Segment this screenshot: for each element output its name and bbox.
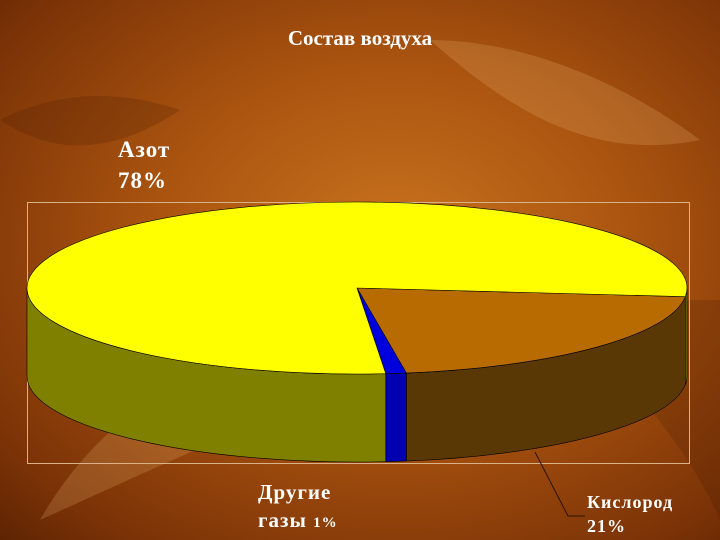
slice-other-gases-side: [385, 372, 407, 462]
other-gases-line2: газы 1%: [258, 506, 338, 534]
oxygen-leader-line: [534, 451, 585, 517]
slice-nitrogen-side: [685, 287, 688, 385]
slice-nitrogen-top: [26, 201, 688, 375]
other-gases-name-line2: газы: [258, 508, 307, 533]
slice-label-oxygen: Кислород 21%: [587, 490, 673, 539]
nitrogen-value: 78%: [118, 168, 167, 194]
nitrogen-name: Азот: [118, 137, 171, 162]
oxygen-name: Кислород: [587, 492, 674, 512]
chart-title: Состав воздуха: [287, 26, 433, 50]
slice-label-nitrogen: Азот 78%: [118, 134, 170, 196]
other-gases-name-line1: Другие: [258, 480, 332, 504]
slice-label-other-gases: Другие газы 1%: [258, 478, 338, 535]
oxygen-value: 21%: [587, 516, 626, 537]
other-gases-value: 1%: [313, 515, 338, 532]
slice-oxygen-top: [356, 287, 686, 374]
